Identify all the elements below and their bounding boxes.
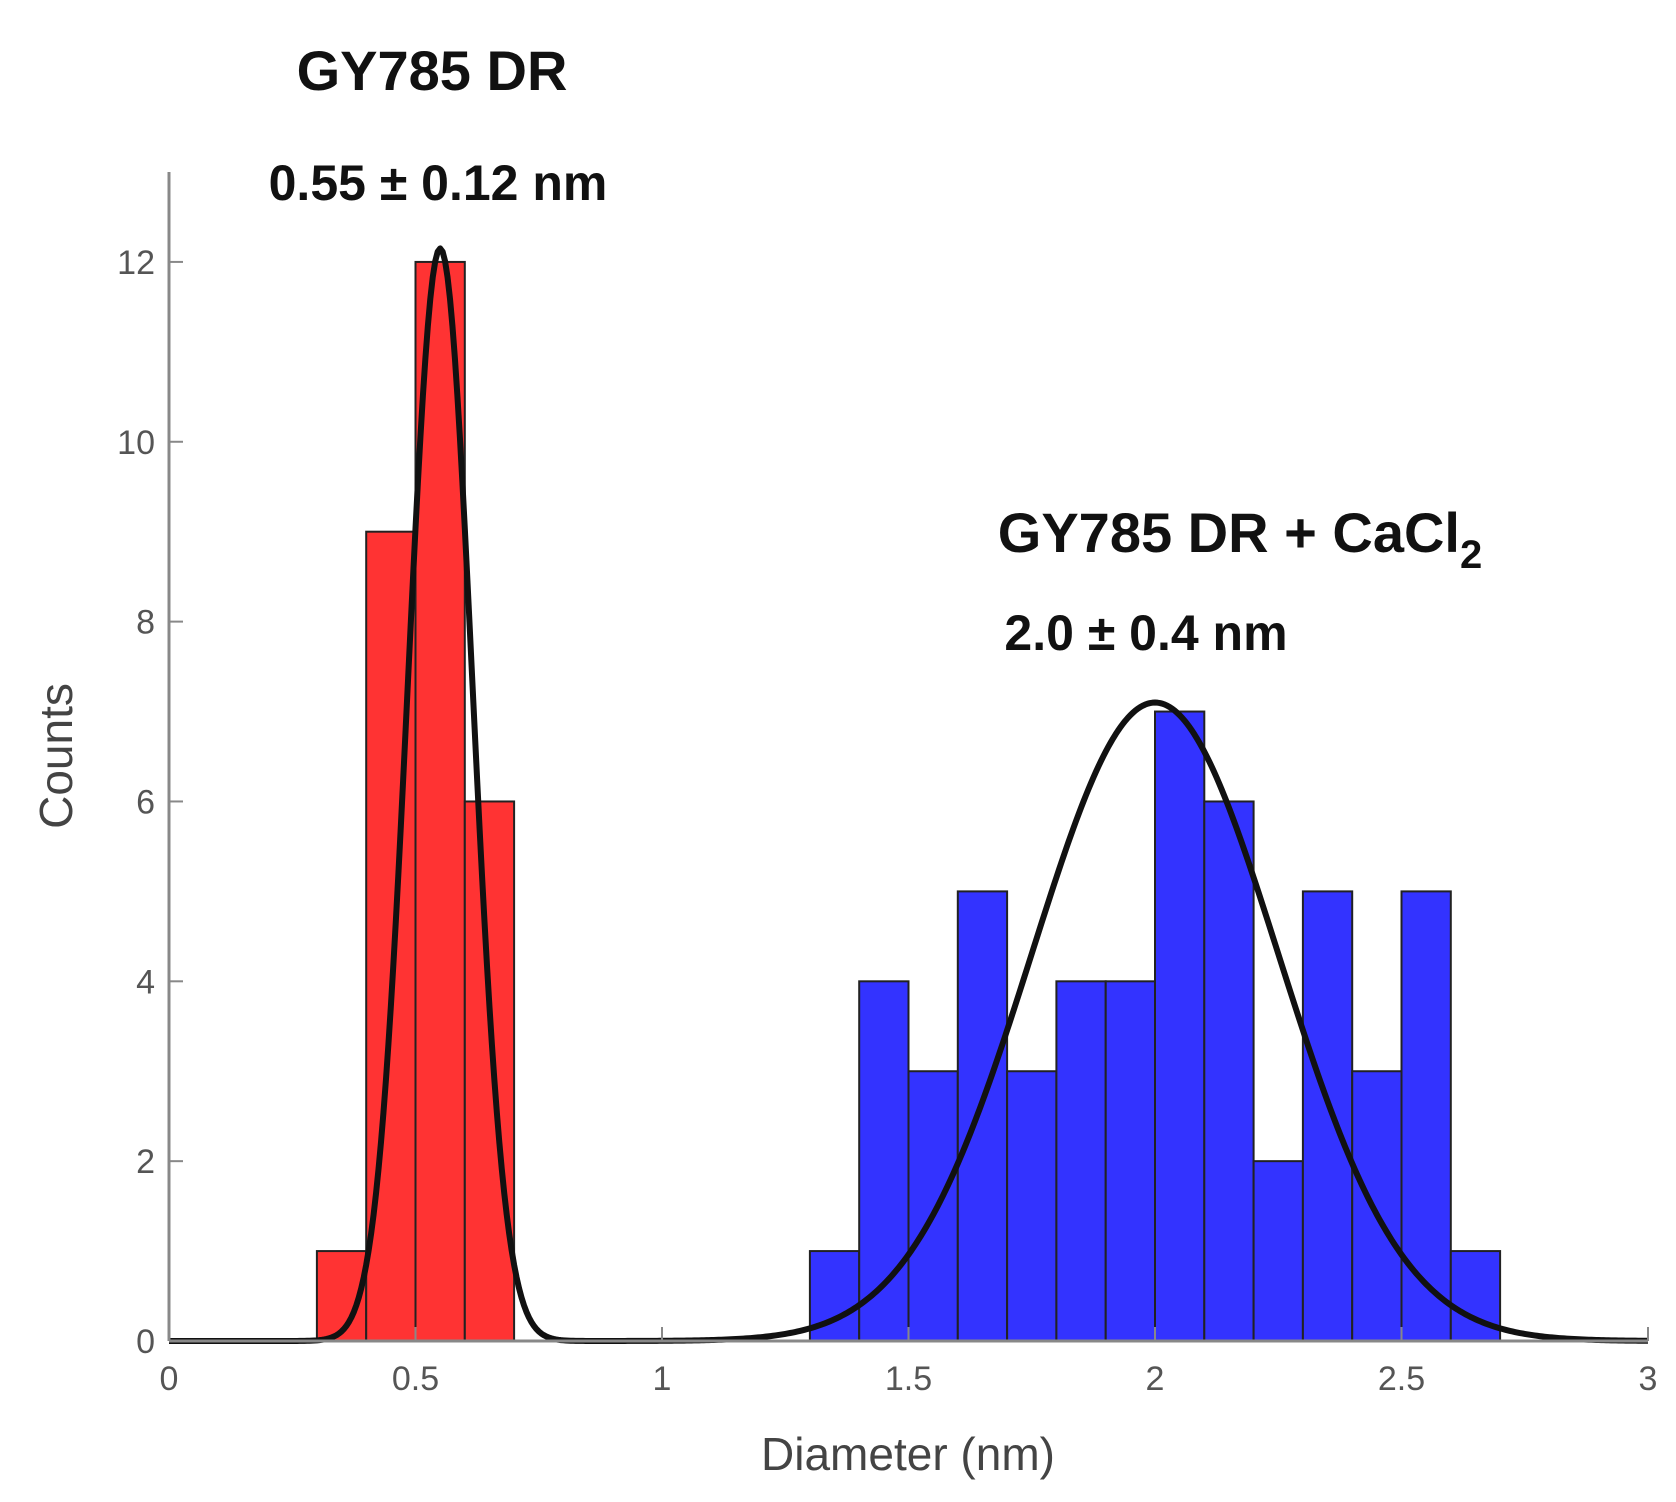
y-tick-label: 4 [136, 963, 155, 1001]
y-tick-label: 6 [136, 783, 155, 821]
y-axis-label: Counts [30, 683, 82, 829]
bar-series2-bin-3 [956, 890, 1009, 1343]
x-tick-label: 3 [1639, 1360, 1658, 1398]
bar-series2-bin-4 [1006, 1070, 1058, 1342]
x-tick-label: 1.5 [885, 1360, 932, 1398]
series2-title-main: GY785 DR + CaCl [998, 501, 1460, 564]
x-tick-label: 1 [653, 1360, 672, 1398]
bar-series1-bin-2 [414, 260, 466, 1342]
series2-title: GY785 DR + CaCl2 [998, 501, 1482, 577]
series2-value: 2.0 ± 0.4 nm [1004, 605, 1287, 661]
y-tick-label: 8 [136, 604, 155, 642]
bar-series2-bin-11 [1351, 1070, 1403, 1342]
y-tick-label: 2 [136, 1143, 155, 1181]
bar-series1-bin-3 [463, 800, 516, 1342]
x-tick-label: 2 [1146, 1360, 1165, 1398]
bar-series2-bin-2 [907, 1070, 959, 1342]
gaussian-fit-curve [168, 245, 1649, 1344]
series1-title: GY785 DR [297, 39, 568, 102]
y-tick-label: 10 [117, 424, 155, 462]
fits-layer [168, 245, 1649, 1344]
series2-title-subscript: 2 [1460, 533, 1482, 577]
ticks-layer: 0 0.5 1 1.5 2 2.5 3 0 2 4 6 8 10 12 [117, 244, 1657, 1398]
bar-series2-bin-5 [1055, 980, 1107, 1342]
bar-series2-bin-7 [1154, 710, 1206, 1342]
x-tick-label: 0.5 [392, 1360, 439, 1398]
y-tick-label: 0 [136, 1323, 155, 1361]
bar-series2-bin-10 [1301, 890, 1354, 1343]
x-tick-label: 2.5 [1378, 1360, 1425, 1398]
bars-layer [315, 260, 1502, 1343]
series1-value: 0.55 ± 0.12 nm [269, 155, 608, 211]
bar-series2-bin-12 [1400, 890, 1452, 1343]
bar-series2-bin-9 [1252, 1160, 1304, 1342]
x-axis-label: Diameter (nm) [761, 1428, 1055, 1480]
y-tick-label: 12 [117, 244, 155, 282]
bar-series2-bin-6 [1104, 980, 1156, 1342]
x-tick-label: 0 [160, 1360, 179, 1398]
bar-series2-bin-8 [1203, 800, 1255, 1342]
